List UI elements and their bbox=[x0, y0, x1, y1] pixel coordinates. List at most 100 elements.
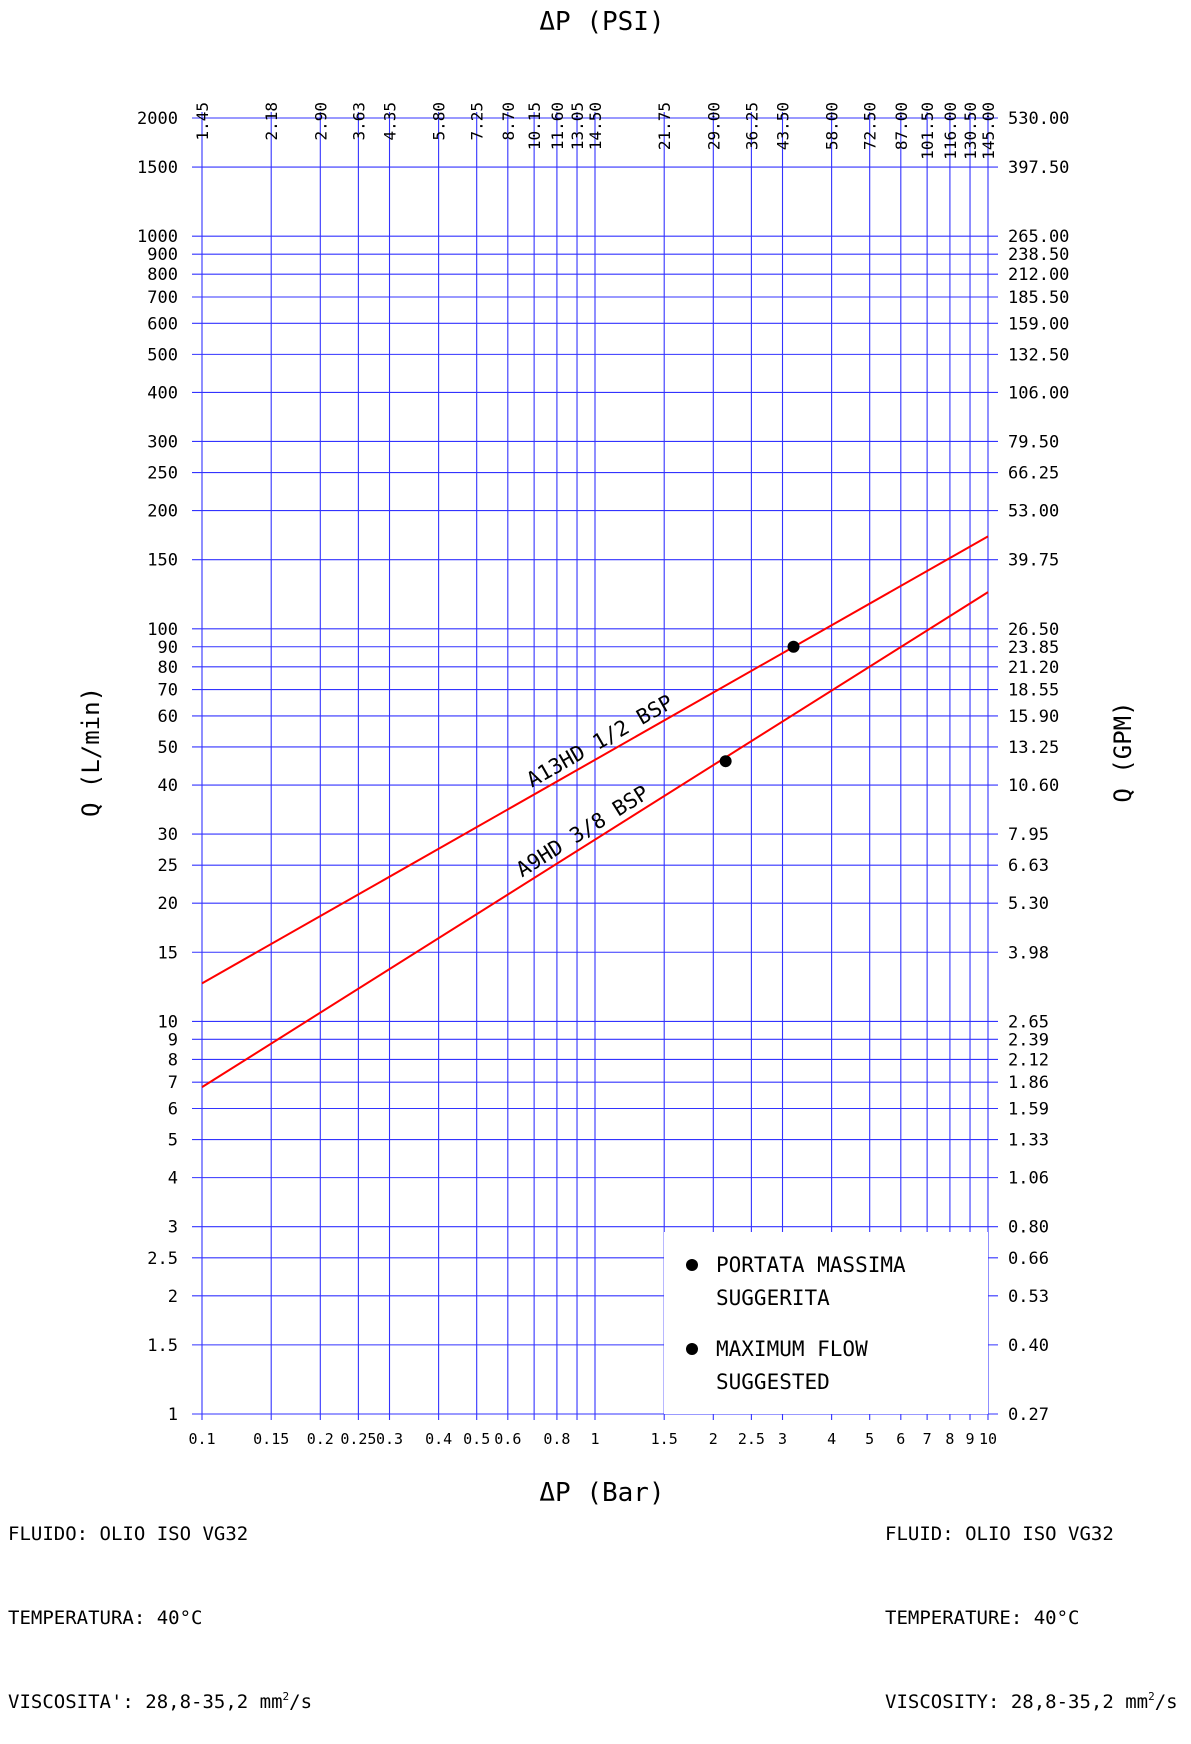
temperature-line: TEMPERATURA: 40°C bbox=[8, 1607, 203, 1629]
y-tick-label: 10 bbox=[158, 1012, 178, 1032]
x2-tick-label: 2.18 bbox=[262, 102, 281, 141]
x2-tick-label: 58.00 bbox=[823, 102, 842, 150]
y2-tick-label: 13.25 bbox=[1008, 738, 1059, 758]
y-tick-label: 9 bbox=[168, 1030, 178, 1050]
y2-tick-label: 132.50 bbox=[1008, 345, 1069, 365]
x2-tick-label: 72.50 bbox=[861, 102, 880, 150]
y-tick-label: 8 bbox=[168, 1050, 178, 1070]
y-tick-label: 80 bbox=[158, 658, 178, 678]
viscosity-text: VISCOSITA': 28,8-35,2 mm bbox=[8, 1691, 283, 1713]
temperature-line: TEMPERATURE: 40°C bbox=[885, 1607, 1080, 1629]
x2-tick-label: 13.05 bbox=[568, 102, 587, 150]
x2-tick-label: 87.00 bbox=[892, 102, 911, 150]
y2-tick-label: 66.25 bbox=[1008, 464, 1059, 484]
y2-tick-label: 238.50 bbox=[1008, 245, 1069, 265]
y-tick-label: 3 bbox=[168, 1218, 178, 1238]
y2-tick-label: 6.63 bbox=[1008, 856, 1049, 876]
x2-tick-label: 43.50 bbox=[774, 102, 793, 150]
y2-tick-label: 106.00 bbox=[1008, 383, 1069, 403]
viscosity-text: VISCOSITY: 28,8-35,2 mm bbox=[885, 1691, 1149, 1713]
y2-tick-label: 3.98 bbox=[1008, 943, 1049, 963]
legend-text: SUGGERITA bbox=[716, 1286, 830, 1310]
x-tick-label: 2 bbox=[709, 1430, 718, 1448]
y2-tick-label: 0.80 bbox=[1008, 1218, 1049, 1238]
y-tick-label: 4 bbox=[168, 1169, 178, 1189]
x-tick-label: 0.15 bbox=[253, 1430, 289, 1448]
y2-tick-label: 185.50 bbox=[1008, 288, 1069, 308]
x-gridlines bbox=[201, 112, 989, 1420]
x-axis-title-block: ΔP (Bar) bbox=[500, 1478, 704, 1508]
y2-tick-label: 53.00 bbox=[1008, 502, 1059, 522]
legend-text: PORTATA MASSIMA bbox=[716, 1253, 906, 1277]
y-tick-label: 900 bbox=[147, 245, 178, 265]
legend-text: SUGGESTED bbox=[716, 1370, 830, 1394]
y-tick-label: 500 bbox=[147, 345, 178, 365]
series-line bbox=[201, 535, 989, 985]
x2-tick-label: 5.80 bbox=[430, 102, 449, 141]
y-tick-label: 800 bbox=[147, 265, 178, 285]
y2-tick-label: 1.86 bbox=[1008, 1073, 1049, 1093]
legend-dot-icon bbox=[686, 1259, 698, 1271]
x-tick-label: 0.25 bbox=[340, 1430, 376, 1448]
fluid-line: FLUID: OLIO ISO VG32 bbox=[885, 1523, 1114, 1545]
x2-tick-label: 11.60 bbox=[548, 102, 567, 150]
series-label: A13HD 1/2 BSP bbox=[522, 690, 677, 792]
legend: PORTATA MASSIMA SUGGERITA MAXIMUM FLOW SUGG… bbox=[664, 1232, 988, 1414]
x-tick-labels-psi: 1.45 2.18 2.90 3.63 4.35 5.80 7.25 8.70 10.15 11.… bbox=[193, 102, 998, 160]
y-tick-label: 30 bbox=[158, 825, 178, 845]
x-tick-label: 4 bbox=[827, 1430, 836, 1448]
y2-tick-label: 23.85 bbox=[1008, 638, 1059, 658]
flow-pressure-chart: 0.1 0.15 0.2 0.25 0.3 0.4 0.5 0.6 0.8 1 1.5 2 2.5 3 4 5… bbox=[77, 7, 1137, 1448]
y-tick-label: 1.5 bbox=[147, 1336, 178, 1356]
y-tick-labels-gpm: 0.27 0.40 0.53 0.66 0.80 1.06 1.33 1.59 1.86 2.12… bbox=[1008, 109, 1069, 1425]
x-tick-label: 0.1 bbox=[188, 1430, 215, 1448]
x2-axis-title: ΔP (PSI) bbox=[539, 7, 664, 37]
y2-tick-label: 79.50 bbox=[1008, 432, 1059, 452]
y-tick-label: 40 bbox=[158, 776, 178, 796]
y2-axis-title: Q (GPM) bbox=[1109, 701, 1137, 802]
y2-tick-label: 0.53 bbox=[1008, 1287, 1049, 1307]
x2-tick-label: 101.50 bbox=[918, 102, 937, 160]
x2-tick-label: 29.00 bbox=[704, 102, 723, 150]
y-tick-label: 200 bbox=[147, 502, 178, 522]
y-tick-label: 50 bbox=[158, 738, 178, 758]
fluid-notes-italian: FLUIDO: OLIO ISO VG32 TEMPERATURA: 40°C … bbox=[8, 1464, 312, 1744]
x2-tick-label: 36.25 bbox=[742, 102, 761, 150]
viscosity-line: VISCOSITY: 28,8-35,2 mm2/s bbox=[885, 1688, 1178, 1716]
x2-tick-label: 4.35 bbox=[381, 102, 400, 141]
x-tick-label: 0.4 bbox=[425, 1430, 452, 1448]
y2-tick-label: 0.40 bbox=[1008, 1336, 1049, 1356]
legend-box bbox=[664, 1232, 988, 1414]
x-tick-label: 0.8 bbox=[543, 1430, 570, 1448]
x2-tick-label: 3.63 bbox=[349, 102, 368, 141]
x-tick-label: 7 bbox=[923, 1430, 932, 1448]
y2-tick-label: 1.33 bbox=[1008, 1131, 1049, 1151]
y-tick-label: 6 bbox=[168, 1099, 178, 1119]
x-tick-label: 0.2 bbox=[307, 1430, 334, 1448]
y2-tick-label: 212.00 bbox=[1008, 265, 1069, 285]
x-tick-label: 10 bbox=[979, 1430, 997, 1448]
x-tick-labels-bar: 0.1 0.15 0.2 0.25 0.3 0.4 0.5 0.6 0.8 1 1.5 2 2.5 3 4 5… bbox=[188, 1430, 997, 1448]
y-tick-label: 2000 bbox=[137, 109, 178, 129]
x-tick-label: 1.5 bbox=[651, 1430, 678, 1448]
legend-dot-icon bbox=[686, 1343, 698, 1355]
y-tick-label: 700 bbox=[147, 288, 178, 308]
x-axis-title-text: ΔP (Bar) bbox=[539, 1478, 665, 1508]
x-tick-label: 0.3 bbox=[376, 1430, 403, 1448]
viscosity-exponent: 2 bbox=[1148, 1690, 1155, 1703]
x2-tick-label: 145.00 bbox=[979, 102, 998, 160]
y-tick-labels-lmin: 11.522.534567891015202530405060708090100… bbox=[137, 109, 178, 1425]
viscosity-line: VISCOSITA': 28,8-35,2 mm2/s bbox=[8, 1688, 312, 1716]
series-line bbox=[201, 591, 989, 1088]
y2-tick-label: 26.50 bbox=[1008, 620, 1059, 640]
x-tick-label: 0.5 bbox=[463, 1430, 490, 1448]
y2-tick-label: 2.39 bbox=[1008, 1030, 1049, 1050]
fluid-notes-english: FLUID: OLIO ISO VG32 TEMPERATURE: 40°C V… bbox=[885, 1464, 1178, 1744]
y-tick-label: 15 bbox=[158, 943, 178, 963]
x-tick-label: 3 bbox=[778, 1430, 787, 1448]
y-tick-label: 600 bbox=[147, 314, 178, 334]
y2-tick-label: 21.20 bbox=[1008, 658, 1059, 678]
y2-tick-label: 10.60 bbox=[1008, 776, 1059, 796]
legend-text: MAXIMUM FLOW bbox=[716, 1337, 868, 1361]
x2-tick-label: 21.75 bbox=[655, 102, 674, 150]
